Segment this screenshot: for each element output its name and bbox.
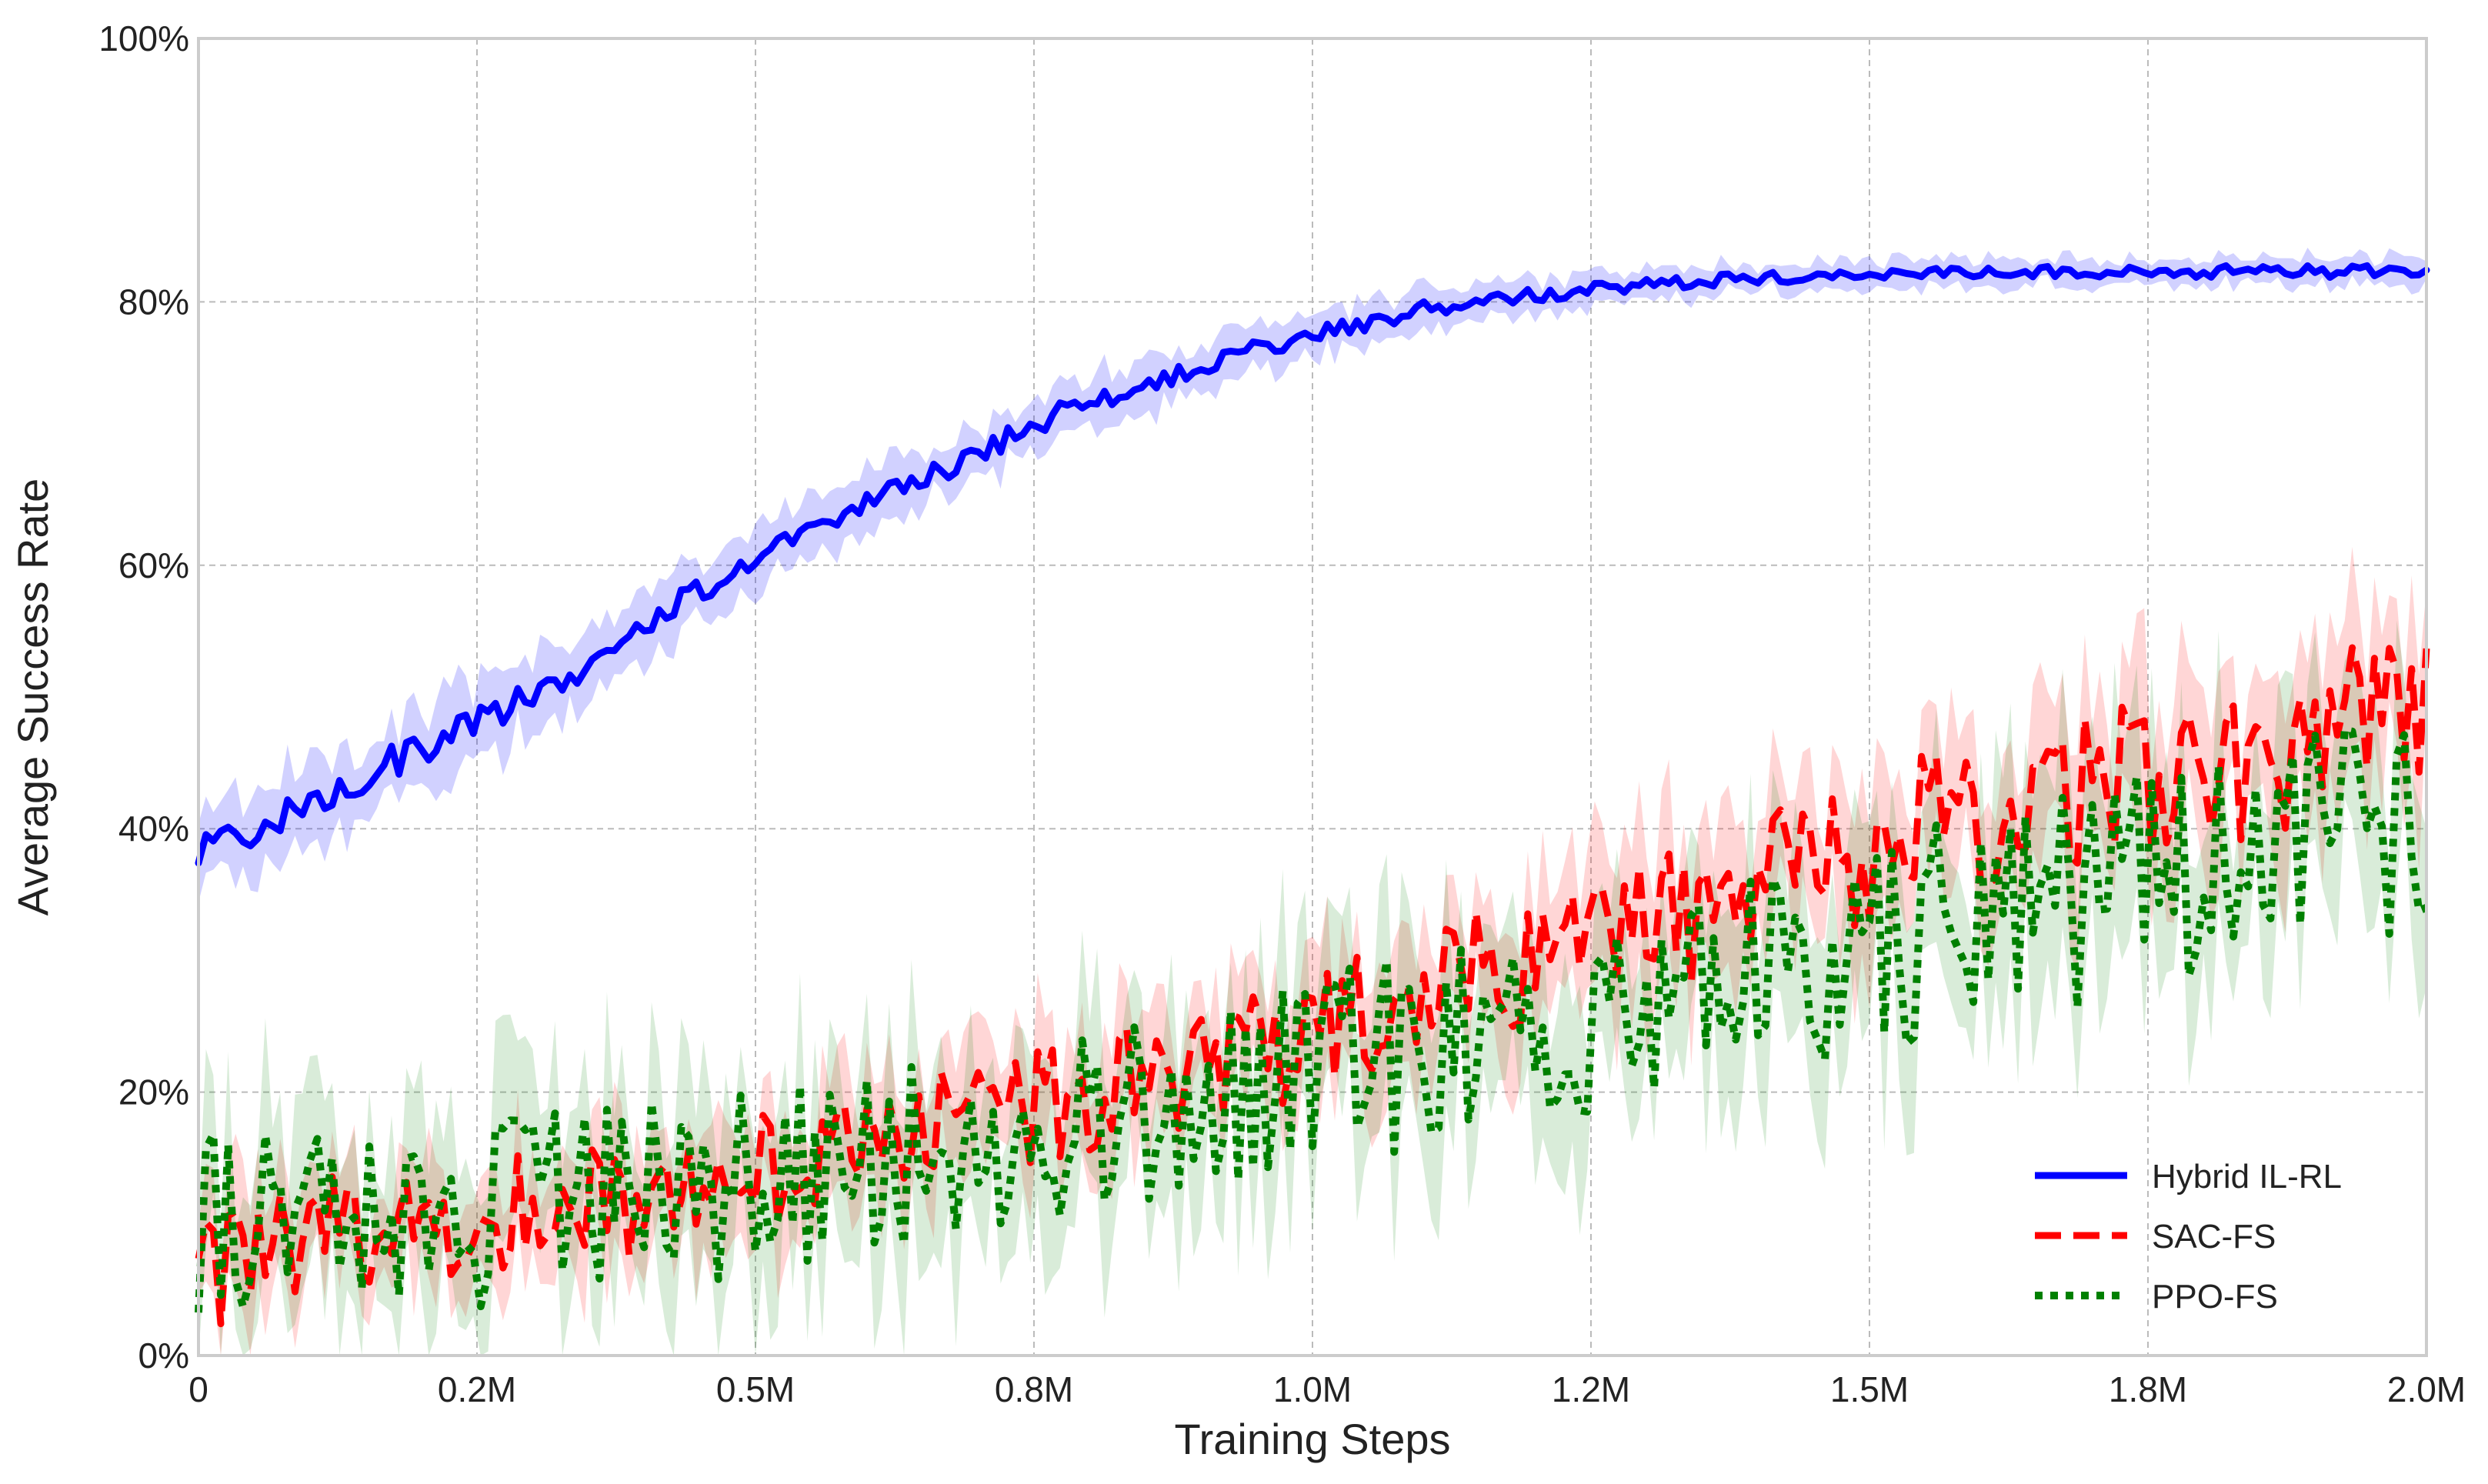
y-tick-label-3: 60%	[118, 545, 189, 585]
x-tick-label-0: 0	[188, 1369, 208, 1409]
y-tick-label-2: 40%	[118, 809, 189, 849]
legend: Hybrid IL-RL SAC-FS PPO-FS	[2035, 1158, 2342, 1316]
plot-frame	[197, 37, 2428, 1357]
x-tick-label-2: 0.5M	[716, 1369, 795, 1409]
y-axis-title: Average Success Rate	[8, 479, 57, 916]
y-tick-label-1: 20%	[118, 1072, 189, 1112]
x-tick-label-8: 2.0M	[2387, 1369, 2466, 1409]
y-tick-label-4: 80%	[118, 282, 189, 322]
legend-label-1: SAC-FS	[2152, 1218, 2276, 1256]
line-ppo-fs	[195, 725, 2428, 1313]
legend-label-0: Hybrid IL-RL	[2152, 1158, 2342, 1196]
y-tick-label-0: 0%	[138, 1336, 189, 1376]
band-sac-fs	[198, 546, 2426, 1356]
y-tick-labels: 0% 20% 40% 60% 80% 100%	[98, 18, 189, 1376]
y-tick-label-5: 100%	[98, 18, 189, 58]
line-hybrid-il-rl	[195, 262, 2430, 867]
line-sac-fs	[195, 644, 2430, 1328]
x-tick-label-3: 0.8M	[995, 1369, 1073, 1409]
legend-label-2: PPO-FS	[2152, 1278, 2278, 1316]
x-axis-title: Training Steps	[1175, 1415, 1451, 1463]
x-tick-label-7: 1.8M	[2109, 1369, 2187, 1409]
x-tick-label-4: 1.0M	[1273, 1369, 1352, 1409]
x-tick-label-5: 1.2M	[1552, 1369, 1630, 1409]
x-tick-label-1: 0.2M	[438, 1369, 516, 1409]
line-layer	[195, 262, 2430, 1328]
grid-layer	[198, 38, 2427, 1356]
x-tick-labels: 0 0.2M 0.5M 0.8M 1.0M 1.2M 1.5M 1.8M 2.0M	[188, 1369, 2466, 1409]
x-tick-label-6: 1.5M	[1830, 1369, 1909, 1409]
